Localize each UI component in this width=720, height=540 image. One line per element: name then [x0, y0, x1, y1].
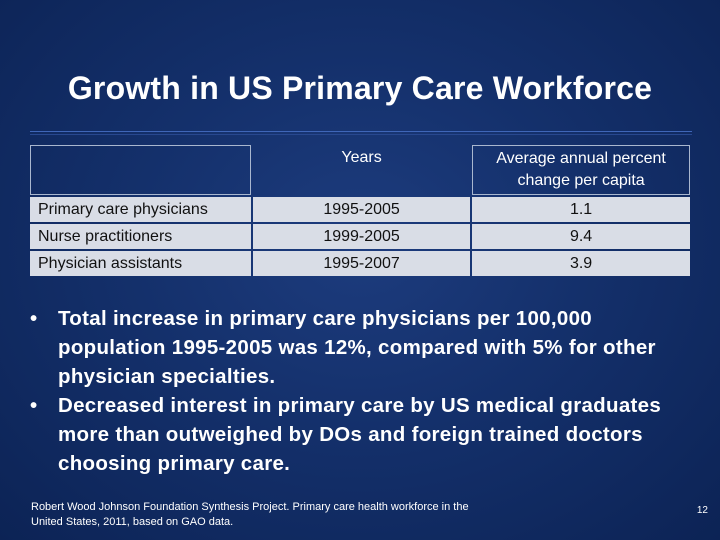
header-blank	[30, 145, 251, 195]
source-citation: Robert Wood Johnson Foundation Synthesis…	[31, 500, 551, 530]
header-average-change: Average annual percent change per capita	[472, 145, 690, 195]
row-value: 9.4	[472, 224, 690, 249]
title-divider-shadow	[30, 134, 692, 135]
bullet-list: • Total increase in primary care physici…	[30, 304, 690, 478]
header-years: Years	[341, 149, 382, 166]
bullet-text: Total increase in primary care physician…	[58, 307, 656, 388]
row-label: Physician assistants	[30, 251, 251, 276]
bullet-item: • Decreased interest in primary care by …	[30, 391, 690, 478]
row-years: 1995-2007	[253, 251, 471, 276]
citation-line-2: United States, 2011, based on GAO data.	[31, 516, 234, 528]
row-years: 1995-2005	[253, 197, 471, 222]
bullet-marker: •	[30, 394, 38, 417]
table-row: Nurse practitioners 1999-2005 9.4	[30, 224, 690, 249]
row-value: 3.9	[472, 251, 690, 276]
table-row: Primary care physicians 1995-2005 1.1	[30, 197, 690, 222]
row-label: Primary care physicians	[30, 197, 251, 222]
title-divider	[30, 131, 692, 132]
bullet-marker: •	[30, 307, 38, 330]
citation-line-1: Robert Wood Johnson Foundation Synthesis…	[31, 501, 469, 513]
bullet-text: Decreased interest in primary care by US…	[58, 394, 662, 475]
page-number: 12	[696, 505, 708, 516]
slide-title: Growth in US Primary Care Workforce	[67, 70, 653, 106]
bullet-item: • Total increase in primary care physici…	[30, 304, 690, 391]
table-header-row: Years Average annual percent change per …	[30, 145, 690, 195]
table-row: Physician assistants 1995-2007 3.9	[30, 251, 690, 276]
row-years: 1999-2005	[253, 224, 471, 249]
row-value: 1.1	[472, 197, 690, 222]
row-label: Nurse practitioners	[30, 224, 251, 249]
workforce-table: Years Average annual percent change per …	[28, 143, 692, 278]
